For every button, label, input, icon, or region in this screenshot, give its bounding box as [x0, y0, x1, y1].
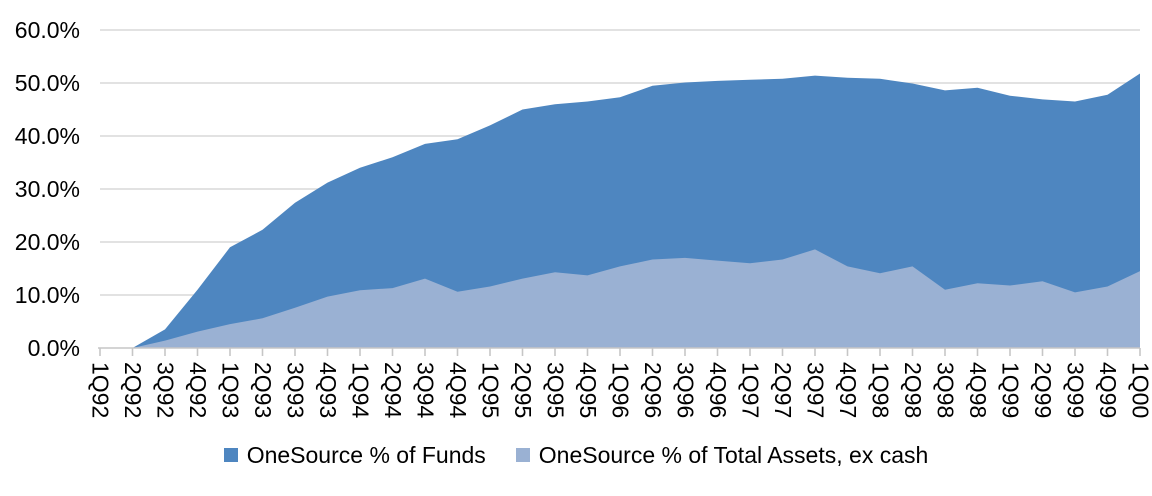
- legend-swatch-icon: [515, 448, 530, 462]
- x-tick-label: 2Q94: [380, 362, 406, 419]
- y-tick-label: 50.0%: [14, 70, 80, 96]
- x-tick-label: 1Q98: [867, 362, 894, 419]
- x-tick-label: 2Q98: [900, 362, 926, 419]
- legend-swatch-icon: [223, 448, 238, 462]
- x-tick-label: 3Q93: [282, 362, 309, 419]
- x-tick-label: 1Q92: [87, 362, 114, 419]
- x-tick-label: 2Q97: [770, 362, 796, 419]
- x-tick-label: 3Q94: [412, 362, 439, 419]
- legend-label: OneSource % of Total Assets, ex cash: [538, 442, 929, 468]
- x-tick-label: 3Q97: [802, 362, 829, 419]
- x-tick-label: 2Q92: [120, 362, 146, 419]
- legend-label: OneSource % of Funds: [246, 442, 486, 468]
- x-tick-label: 4Q93: [315, 362, 341, 419]
- y-tick-label: 0.0%: [27, 335, 80, 361]
- y-tick-label: 10.0%: [14, 282, 80, 308]
- x-tick-label: 3Q92: [152, 362, 179, 419]
- x-tick-label: 4Q95: [575, 362, 601, 419]
- x-tick-label: 4Q99: [1095, 362, 1121, 419]
- x-tick-label: 4Q96: [705, 362, 731, 419]
- x-tick-label: 1Q93: [217, 362, 244, 419]
- y-tick-label: 30.0%: [14, 176, 80, 202]
- x-tick-label: 4Q97: [835, 362, 861, 419]
- x-tick-label: 3Q96: [672, 362, 699, 419]
- area-series-1: [100, 249, 1140, 348]
- y-tick-label: 40.0%: [14, 123, 80, 149]
- x-tick-label: 2Q95: [510, 362, 536, 419]
- x-tick-label: 3Q95: [542, 362, 569, 419]
- legend-item-0: OneSource % of Funds: [223, 442, 486, 468]
- x-tick-label: 1Q97: [737, 362, 764, 419]
- x-tick-label: 3Q98: [932, 362, 959, 419]
- x-tick-label: 1Q96: [607, 362, 634, 419]
- x-tick-label: 2Q93: [250, 362, 276, 419]
- chart-legend: OneSource % of Funds OneSource % of Total…: [0, 440, 1152, 470]
- x-tick-label: 1Q99: [997, 362, 1024, 419]
- y-tick-label: 60.0%: [14, 17, 80, 43]
- x-tick-label: 4Q94: [445, 362, 471, 419]
- x-tick-label: 4Q98: [965, 362, 991, 419]
- x-tick-label: 4Q92: [185, 362, 211, 419]
- x-tick-label: 1Q95: [477, 362, 504, 419]
- y-tick-label: 20.0%: [14, 229, 80, 255]
- x-tick-label: 3Q99: [1062, 362, 1089, 419]
- legend-item-1: OneSource % of Total Assets, ex cash: [515, 442, 929, 468]
- x-tick-label: 2Q99: [1030, 362, 1056, 419]
- x-tick-label: 1Q94: [347, 362, 374, 419]
- x-tick-label: 2Q96: [640, 362, 666, 419]
- x-tick-label: 1Q00: [1127, 362, 1152, 419]
